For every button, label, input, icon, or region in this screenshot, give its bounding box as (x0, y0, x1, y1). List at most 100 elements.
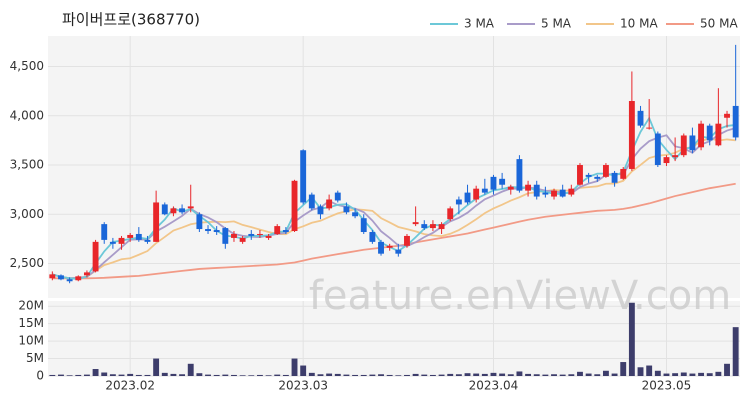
volume-bar (300, 365, 307, 376)
candle-body (135, 233, 142, 240)
y-tick-label: 10M (18, 334, 44, 348)
x-tick-label: 2023.05 (642, 379, 692, 393)
candle-body (533, 184, 540, 197)
candle-body (300, 150, 307, 203)
volume-bar (585, 373, 592, 376)
candle-body (153, 202, 160, 242)
volume-bar (611, 373, 618, 376)
volume-bar (213, 374, 220, 376)
candle-body (248, 233, 255, 236)
volume-bar (66, 375, 73, 376)
volume-bar (179, 374, 186, 376)
volume-bar (265, 375, 272, 376)
candle-body (680, 135, 687, 156)
candle-body (170, 208, 177, 214)
candle-body (213, 230, 220, 233)
candle-body (144, 239, 151, 242)
candle-body (637, 110, 644, 126)
candle-body (473, 188, 480, 200)
volume-bar (326, 373, 333, 376)
volume-bar (533, 374, 540, 376)
volume-bar (101, 372, 108, 376)
candle-body (282, 230, 289, 233)
candle-body (516, 159, 523, 191)
volume-bar (49, 374, 56, 376)
y-tick-label: 4,500 (10, 59, 44, 73)
legend-label: 3 MA (464, 17, 495, 31)
watermark: feature.enViewV.com (309, 273, 731, 319)
volume-bar (291, 358, 298, 376)
candle-body (464, 192, 471, 203)
volume-bar (654, 370, 661, 376)
volume-bar (187, 363, 194, 376)
candle-body (343, 206, 350, 213)
y-tick-label: 0 (36, 369, 44, 383)
candle-body (127, 234, 134, 238)
candle-body (585, 174, 592, 177)
volume-bar (92, 369, 99, 376)
volume-bar (724, 363, 730, 376)
volume-bar (369, 374, 376, 376)
candle-body (559, 189, 566, 197)
volume-bar (473, 373, 480, 376)
volume-bar (308, 372, 315, 376)
candle-body (698, 123, 705, 148)
candle-body (499, 178, 506, 185)
volume-bar (438, 374, 445, 376)
candle-body (447, 208, 454, 220)
candle-body (568, 188, 575, 195)
candle-body (58, 275, 64, 280)
candle-body (724, 113, 730, 118)
candle-body (369, 232, 376, 242)
candle-body (421, 224, 428, 229)
price-panel (48, 36, 740, 298)
candle-body (75, 276, 82, 281)
volume-bar (525, 373, 532, 376)
volume-bar (231, 374, 237, 376)
volume-bar (455, 374, 462, 376)
candle-body (672, 155, 679, 158)
volume-bar (689, 373, 696, 376)
candle-body (118, 237, 125, 244)
volume-bar (395, 375, 402, 376)
volume-bar (127, 373, 134, 376)
y-tick-label: 5M (26, 351, 44, 365)
volume-bar (551, 374, 557, 376)
candle-body (490, 176, 497, 190)
volume-bar (698, 372, 705, 376)
candle-body (161, 204, 168, 215)
volume-bar (499, 373, 506, 376)
volume-bar (542, 374, 549, 376)
candle-body (205, 229, 211, 232)
y-tick-label: 2,500 (10, 256, 44, 270)
candle-body (196, 214, 203, 230)
volume-bar (628, 302, 635, 376)
candle-body (179, 208, 186, 213)
volume-bar (464, 373, 471, 376)
candle-body (594, 176, 601, 179)
volume-bar (343, 374, 350, 376)
candle-body (239, 237, 246, 242)
volume-bar (256, 374, 263, 376)
volume-bar (602, 370, 609, 376)
candle-body (481, 188, 488, 193)
volume-bar (672, 373, 679, 376)
volume-bar (360, 374, 367, 376)
candle-body (317, 206, 324, 215)
volume-bar (222, 374, 229, 376)
x-tick-label: 2023.03 (278, 379, 328, 393)
candle-body (308, 194, 315, 209)
volume-bar (75, 374, 82, 376)
volume-bar (680, 372, 687, 376)
y-tick-label: 15M (18, 316, 44, 330)
volume-bar (490, 372, 497, 376)
volume-bar (404, 374, 410, 376)
volume-bar (646, 365, 653, 376)
volume-bar (109, 374, 116, 376)
chart-title: 파이버프로(368770) (62, 11, 200, 29)
volume-bar (559, 374, 566, 376)
candle-body (507, 186, 514, 190)
volume-bar (161, 372, 168, 376)
volume-bar (170, 373, 177, 376)
volume-bar (620, 362, 627, 376)
